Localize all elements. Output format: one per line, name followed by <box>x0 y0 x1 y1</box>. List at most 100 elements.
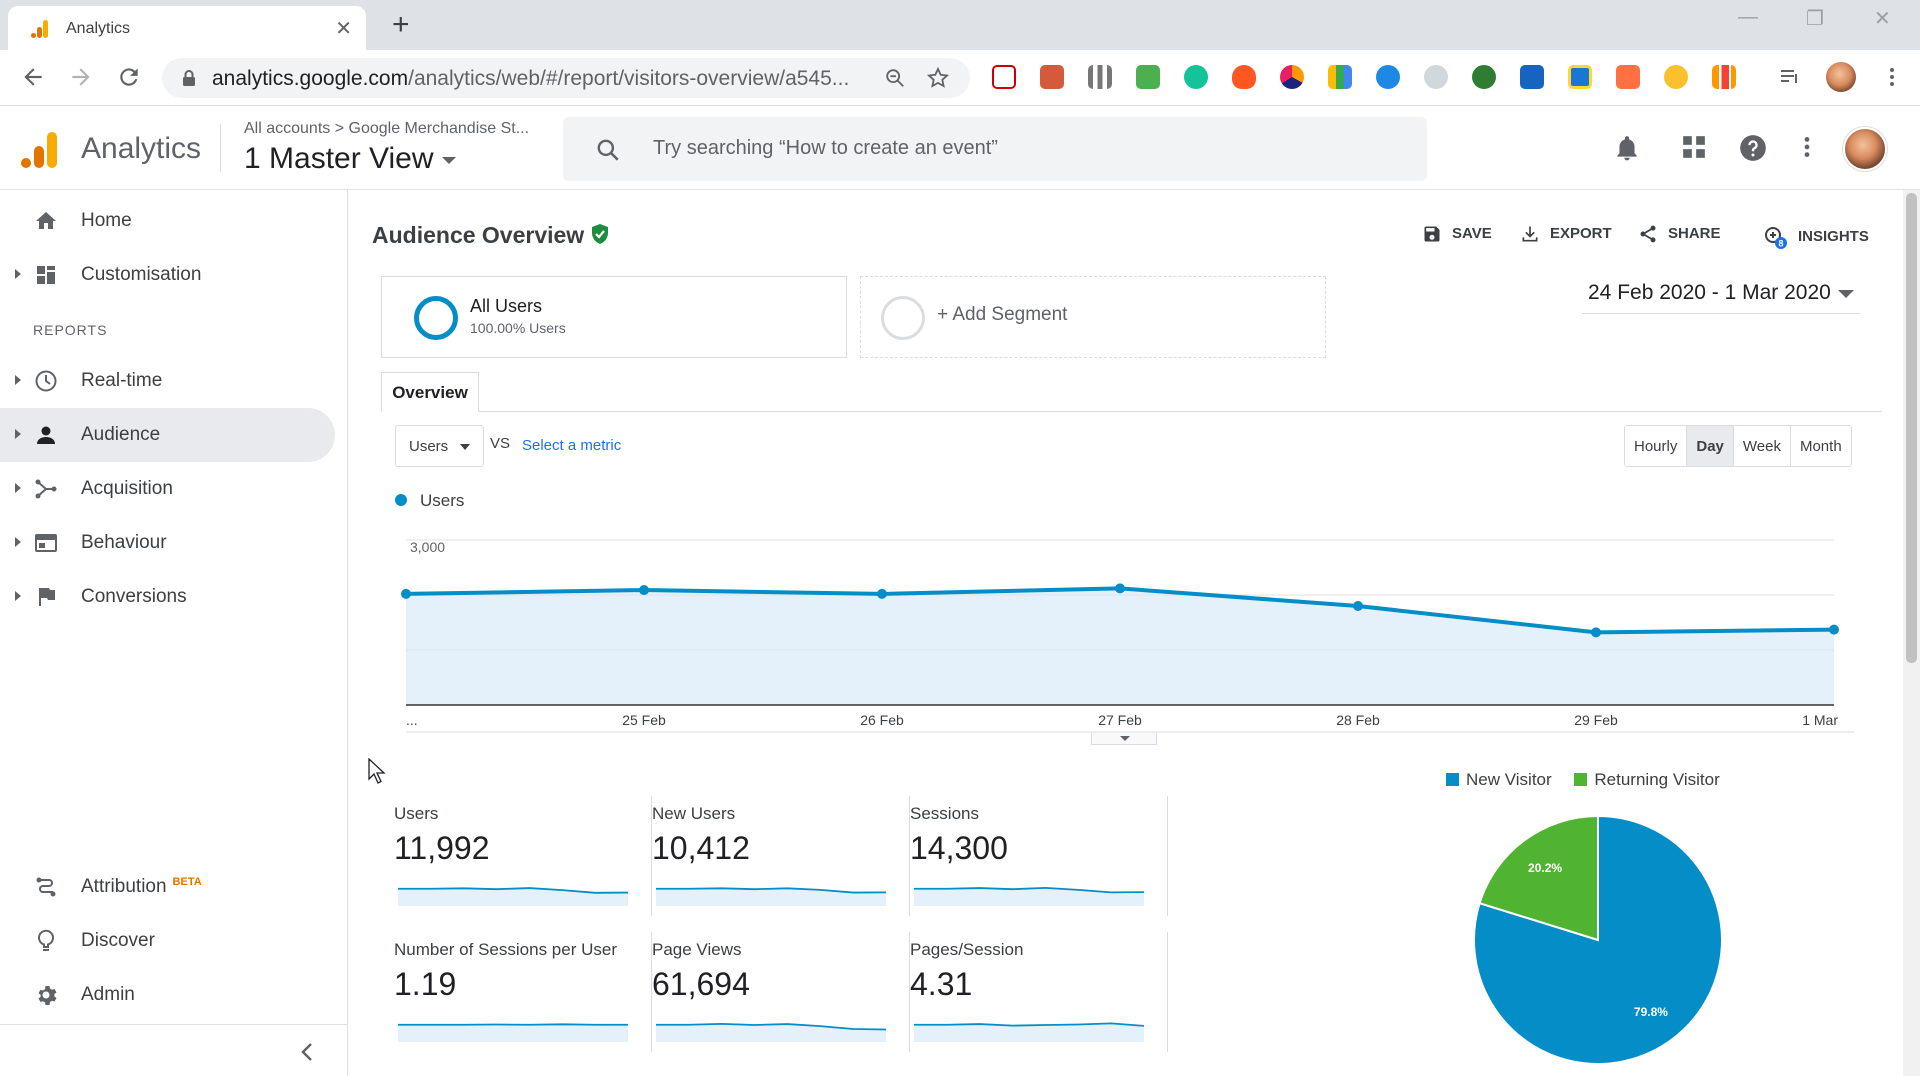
week-button[interactable]: Week <box>1733 426 1791 466</box>
analytics-logo-icon[interactable] <box>20 130 60 170</box>
sidebar-item-acquisition[interactable]: Acquisition <box>0 462 335 516</box>
analytics-favicon-icon <box>30 19 50 39</box>
sidebar-item-attribution[interactable]: Attribution BETA <box>0 860 335 914</box>
pie-slice-new-visitor[interactable] <box>1473 814 1723 1065</box>
select-metric-link[interactable]: Select a metric <box>522 437 622 454</box>
account-avatar[interactable] <box>1843 127 1887 171</box>
legend-swatch <box>1574 773 1588 786</box>
link-extension-icon[interactable] <box>1424 65 1448 89</box>
data-point[interactable] <box>401 588 411 599</box>
sidebar-item-discover[interactable]: Discover <box>0 914 335 968</box>
chart-resize-handle[interactable] <box>1091 733 1157 745</box>
search-input[interactable]: Try searching “How to create an event” <box>563 117 1427 181</box>
window-close-icon[interactable]: ✕ <box>1874 8 1891 30</box>
search-placeholder: Try searching “How to create an event” <box>653 137 998 159</box>
sparkline-area <box>398 888 628 906</box>
media-queue-icon[interactable] <box>1778 65 1802 89</box>
kpi-sparkline <box>656 1022 886 1042</box>
sidebar-item-label: Discover <box>81 930 155 951</box>
sparkline-area <box>914 887 1144 906</box>
feed-extension-icon[interactable] <box>1520 65 1544 89</box>
browser-tab[interactable]: Analytics ✕ <box>8 6 366 50</box>
kpi-value: 11,992 <box>394 830 490 866</box>
lock-icon[interactable] <box>182 69 196 87</box>
bars-extension-icon[interactable] <box>1088 65 1112 89</box>
check-extension-icon[interactable] <box>1376 65 1400 89</box>
reload-icon[interactable] <box>116 64 142 90</box>
sidebar-item-behaviour[interactable]: Behaviour <box>0 516 335 570</box>
pie-slice-returning-visitor[interactable] <box>1478 814 1599 942</box>
sidebar-item-conversions[interactable]: Conversions <box>0 570 335 624</box>
data-point[interactable] <box>639 585 649 596</box>
month-button[interactable]: Month <box>1790 426 1851 466</box>
xbox-extension-icon[interactable] <box>1472 65 1496 89</box>
sidebar-item-customisation[interactable]: Customisation <box>0 248 335 302</box>
more-vert-icon[interactable] <box>1794 134 1820 160</box>
address-bar[interactable]: analytics.google.com/analytics/web/#/rep… <box>162 58 970 98</box>
square-extension-icon[interactable] <box>1568 65 1592 89</box>
zoom-icon[interactable] <box>884 67 906 89</box>
chevron-down-icon <box>460 444 470 450</box>
x-tick-label: 29 Feb <box>1574 712 1618 728</box>
export-button[interactable]: EXPORT <box>1520 224 1612 244</box>
help-icon[interactable] <box>1739 134 1767 162</box>
sidebar-item-admin[interactable]: Admin <box>0 968 335 1022</box>
save-button[interactable]: SAVE <box>1422 224 1492 244</box>
tab-overview[interactable]: Overview <box>381 372 479 412</box>
collapse-sidebar-icon[interactable] <box>300 1042 314 1062</box>
data-point[interactable] <box>1829 624 1839 635</box>
day-button[interactable]: Day <box>1687 426 1734 466</box>
view-selector[interactable]: 1 Master View <box>244 142 456 176</box>
pie-slice-label: 79.8% <box>1634 1005 1668 1019</box>
metric-dropdown[interactable]: Users <box>395 425 484 467</box>
visitor-type-pie-chart[interactable]: 79.8% 20.2% <box>1470 812 1726 1068</box>
back-icon[interactable] <box>20 64 46 90</box>
acquisition-icon <box>34 477 58 501</box>
scrollbar-thumb[interactable] <box>1906 193 1917 663</box>
verified-shield-icon <box>590 223 610 245</box>
notifications-bell-icon[interactable] <box>1614 134 1640 162</box>
coin-extension-icon[interactable] <box>1664 65 1688 89</box>
add-segment-button[interactable]: + Add Segment <box>860 276 1326 358</box>
minimize-icon[interactable]: — <box>1738 6 1758 28</box>
data-point[interactable] <box>877 588 887 599</box>
tab-close-icon[interactable]: ✕ <box>335 18 352 40</box>
sidebar-item-audience[interactable]: Audience <box>0 408 335 462</box>
fire-extension-icon[interactable] <box>1232 65 1256 89</box>
date-range-picker[interactable]: 24 Feb 2020 - 1 Mar 2020 <box>1582 278 1860 314</box>
sidebar-item-real-time[interactable]: Real-time <box>0 354 335 408</box>
segment-all-users[interactable]: All Users 100.00% Users <box>381 276 847 358</box>
new-tab-icon[interactable]: + <box>392 8 410 41</box>
data-point[interactable] <box>1115 583 1125 594</box>
orb-extension-icon[interactable] <box>1280 65 1304 89</box>
insights-button[interactable]: 8 INSIGHTS <box>1762 224 1869 250</box>
sidebar-item-label: Admin <box>81 984 135 1005</box>
data-point[interactable] <box>1591 627 1601 638</box>
hourly-button[interactable]: Hourly <box>1625 426 1688 466</box>
m-extension-icon[interactable] <box>1712 65 1736 89</box>
grammarly-extension-icon[interactable] <box>1184 65 1208 89</box>
profile-avatar[interactable] <box>1826 62 1856 92</box>
forward-icon[interactable] <box>68 64 94 90</box>
analytics-extension-icon[interactable] <box>1328 65 1352 89</box>
pocket-extension-icon[interactable] <box>992 65 1016 89</box>
person-icon <box>34 423 58 447</box>
share-button[interactable]: SHARE <box>1638 224 1721 244</box>
pdf-extension-icon[interactable] <box>1040 65 1064 89</box>
mail-extension-icon[interactable] <box>1136 65 1160 89</box>
bookmark-star-icon[interactable] <box>926 66 950 90</box>
url-text: analytics.google.com/analytics/web/#/rep… <box>212 67 850 90</box>
browser-tab-bar: Analytics ✕ + — ❐ ✕ <box>0 0 1920 50</box>
search-icon <box>595 137 621 163</box>
b3-extension-icon[interactable] <box>1616 65 1640 89</box>
pie-slice-label: 20.2% <box>1528 861 1562 875</box>
breadcrumb[interactable]: All accounts > Google Merchandise St... <box>244 120 530 137</box>
restore-icon[interactable]: ❐ <box>1806 8 1824 30</box>
svg-text:8: 8 <box>1778 239 1783 249</box>
apps-grid-icon[interactable] <box>1681 134 1707 160</box>
sidebar-item-home[interactable]: Home <box>0 194 335 248</box>
sparkline-area <box>398 1024 628 1042</box>
data-point[interactable] <box>1353 601 1363 611</box>
browser-menu-icon[interactable] <box>1880 65 1904 89</box>
